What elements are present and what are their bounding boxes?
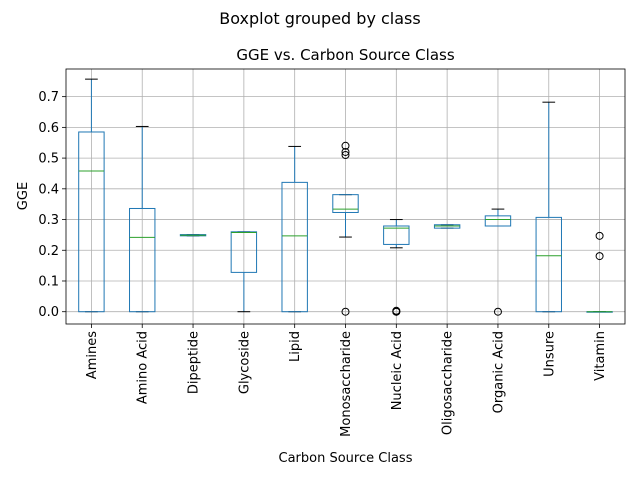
outlier-point: [341, 307, 350, 316]
y-tick-label: 0.0: [38, 305, 59, 320]
outlier-point: [595, 231, 604, 240]
iqr-box: [78, 131, 105, 313]
x-tick-label: Vitamin: [593, 331, 608, 381]
box-group: [535, 101, 562, 313]
box-group: [586, 231, 613, 313]
x-tick-label: Monosaccharide: [339, 331, 354, 437]
iqr-box: [332, 194, 359, 213]
x-tick-label: Glycoside: [237, 331, 252, 394]
outlier-point: [392, 306, 401, 315]
iqr-box: [383, 225, 410, 245]
outlier-point: [595, 252, 604, 261]
iqr-box: [535, 216, 562, 313]
y-tick-label: 0.4: [38, 182, 59, 197]
iqr-box: [281, 181, 308, 313]
box-group: [129, 125, 156, 313]
x-tick-label: Dipeptide: [187, 331, 202, 394]
x-tick-label: Unsure: [542, 331, 557, 377]
x-axis-label: Carbon Source Class: [279, 451, 413, 466]
x-tick-label: Lipid: [288, 331, 303, 362]
y-axis-ticks: 0.0 0.1 0.2 0.3 0.4 0.5 0.6 0.7: [38, 90, 66, 320]
y-tick-label: 0.6: [38, 121, 59, 136]
box-group: [179, 234, 207, 237]
x-axis-ticks: Amines Amino Acid Dipeptide Glycoside Lipid M…: [85, 324, 608, 437]
y-tick-label: 0.7: [38, 90, 59, 105]
box-group: [383, 219, 410, 316]
y-tick-label: 0.2: [38, 244, 59, 259]
y-tick-label: 0.3: [38, 213, 59, 228]
outlier-point: [493, 307, 502, 316]
box-group: [484, 208, 512, 316]
x-tick-label: Amines: [85, 331, 100, 379]
y-axis-label: GGE: [16, 182, 31, 210]
box-group: [78, 78, 105, 313]
iqr-box: [129, 207, 156, 313]
suptitle: Boxplot grouped by class: [219, 9, 420, 28]
x-tick-label: Oligosaccharide: [441, 331, 456, 435]
outlier-point: [341, 147, 350, 156]
grid: [66, 69, 625, 324]
x-tick-label: Amino Acid: [136, 331, 151, 404]
outlier-point: [341, 151, 350, 160]
x-tick-label: Nucleic Acid: [390, 331, 405, 410]
box-group: [332, 141, 359, 316]
iqr-box: [484, 215, 512, 227]
boxes: [78, 78, 613, 316]
y-tick-label: 0.1: [38, 274, 59, 289]
box-group: [230, 231, 258, 313]
outlier-point: [341, 141, 350, 150]
axes-title: GGE vs. Carbon Source Class: [236, 46, 454, 64]
iqr-box: [230, 231, 258, 273]
box-group: [433, 224, 461, 229]
box-group: [281, 145, 308, 313]
x-tick-label: Organic Acid: [491, 331, 506, 413]
plot-frame: [65, 68, 626, 325]
y-tick-label: 0.5: [38, 152, 59, 167]
